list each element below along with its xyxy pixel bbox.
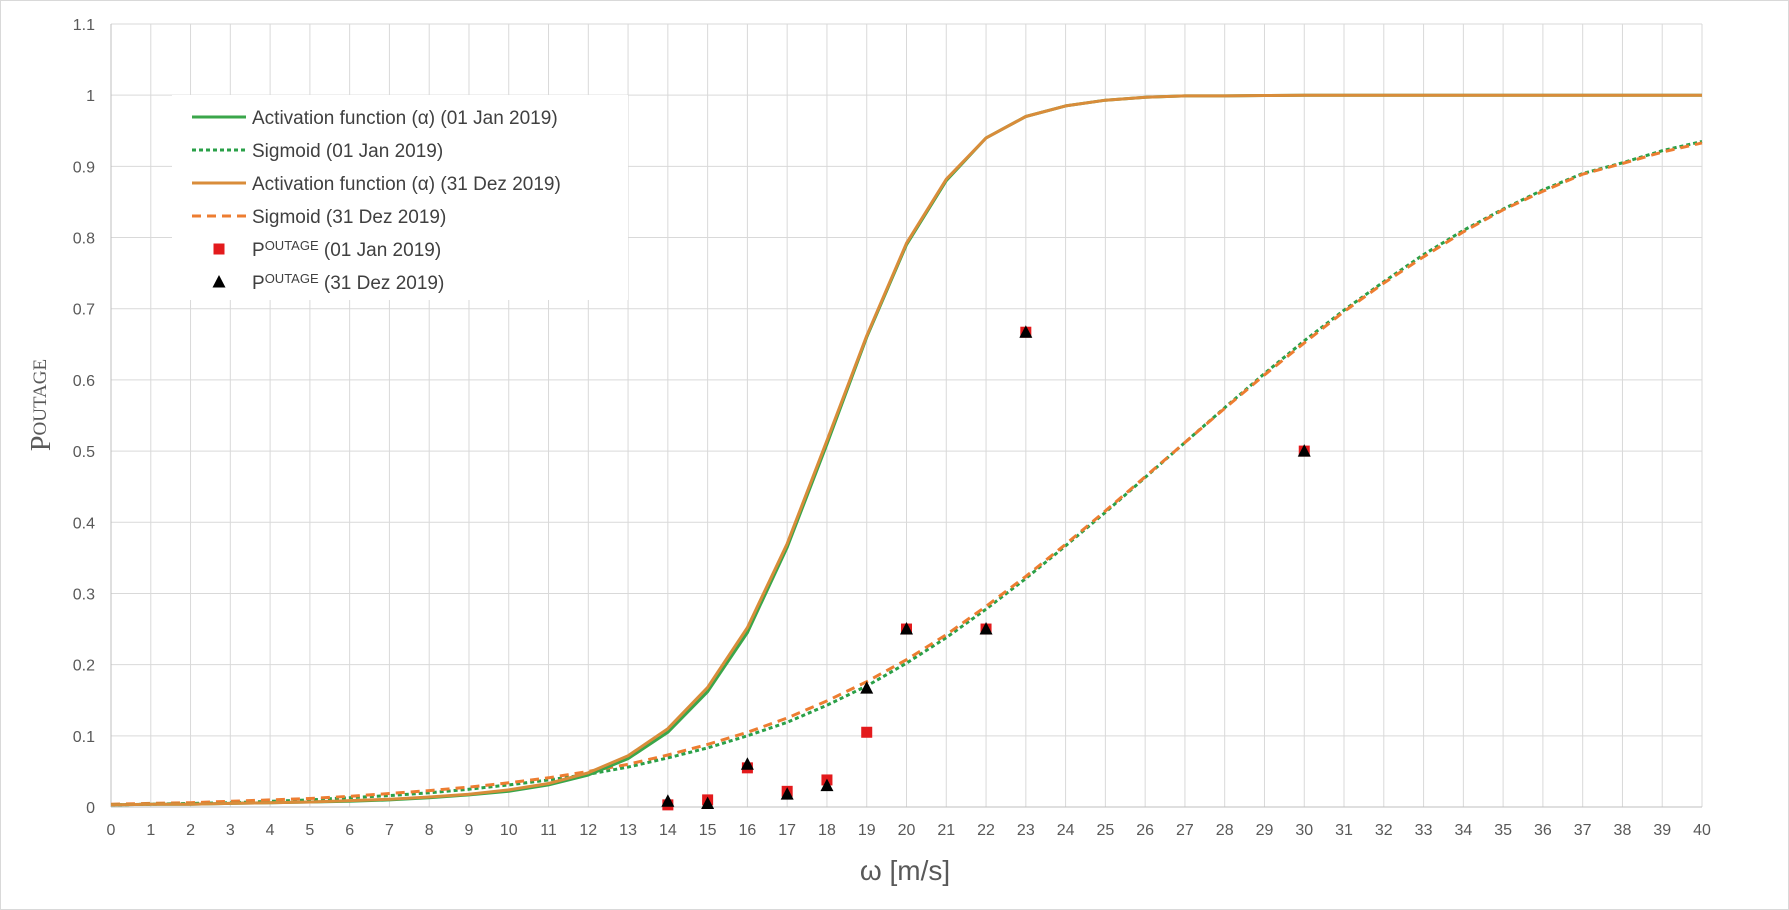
legend: Activation function (α) (01 Jan 2019) Sig… — [172, 95, 628, 300]
x-tick-label: 29 — [1256, 822, 1274, 839]
y-tick-label: 0.5 — [73, 444, 95, 461]
y-axis-label-super: OUTAGE — [30, 359, 51, 436]
y-tick-label: 0.2 — [73, 658, 95, 675]
x-tick-label: 39 — [1653, 822, 1671, 839]
x-tick-label: 28 — [1216, 822, 1234, 839]
data-point-triangle — [1019, 325, 1033, 338]
x-tick-label: 13 — [619, 822, 637, 839]
x-tick-label: 18 — [818, 822, 836, 839]
x-tick-label: 31 — [1335, 822, 1353, 839]
legend-item: Sigmoid (01 Jan 2019) — [192, 141, 443, 162]
series-line-sigmoid-01-jan-2019 — [110, 140, 1703, 807]
legend-label: Activation function (α) (31 Dez 2019) — [252, 174, 561, 195]
x-tick-label: 34 — [1454, 822, 1472, 839]
y-tick-label: 0.6 — [73, 373, 95, 390]
legend-item: Sigmoid (31 Dez 2019) — [192, 207, 446, 228]
x-tick-label: 20 — [898, 822, 916, 839]
y-tick-label: 0.7 — [73, 302, 95, 319]
x-tick-label: 21 — [937, 822, 955, 839]
legend-item: Activation function (α) (31 Dez 2019) — [192, 174, 561, 195]
y-axis-label: POUTAGE — [26, 359, 57, 451]
y-tick-label: 0.1 — [73, 729, 95, 746]
x-tick-label: 15 — [699, 822, 717, 839]
x-tick-label: 2 — [186, 822, 195, 839]
legend-label: Sigmoid (01 Jan 2019) — [252, 141, 443, 162]
x-tick-label: 16 — [739, 822, 757, 839]
legend-label: POUTAGE (31 Dez 2019) — [252, 271, 444, 294]
x-tick-label: 1 — [146, 822, 155, 839]
legend-item: POUTAGE (01 Jan 2019) — [213, 238, 441, 261]
y-tick-label: 0.8 — [73, 231, 95, 248]
legend-label: Activation function (α) (01 Jan 2019) — [252, 108, 558, 129]
data-point-triangle — [740, 757, 754, 770]
x-tick-label: 7 — [385, 822, 394, 839]
legend-background — [172, 95, 628, 300]
legend-label: POUTAGE (01 Jan 2019) — [252, 238, 441, 261]
x-tick-label: 12 — [579, 822, 597, 839]
x-tick-labels: 0 1 2 3 4 5 6 7 8 9 10 11 12 13 14 15 16 17 18 19 20 21 22 23 24… — [107, 822, 1711, 839]
x-axis-label: ω [m/s] — [860, 855, 950, 886]
x-tick-label: 24 — [1057, 822, 1075, 839]
x-tick-label: 26 — [1136, 822, 1154, 839]
series-line-sigmoid-31-dez-2019 — [110, 141, 1703, 806]
x-tick-label: 4 — [266, 822, 275, 839]
series-layer — [110, 93, 1703, 807]
x-tick-label: 33 — [1415, 822, 1433, 839]
x-tick-label: 19 — [858, 822, 876, 839]
y-tick-label: 0 — [86, 800, 95, 817]
y-tick-label: 1 — [86, 88, 95, 105]
legend-swatch — [212, 275, 226, 288]
x-tick-label: 40 — [1693, 822, 1711, 839]
x-tick-label: 5 — [305, 822, 314, 839]
series-line-activation-function-31-dez-2019 — [110, 93, 1702, 807]
x-tick-label: 35 — [1494, 822, 1512, 839]
x-tick-label: 36 — [1534, 822, 1552, 839]
data-point-triangle — [701, 796, 715, 809]
y-tick-label: 1.1 — [73, 17, 95, 34]
x-tick-label: 6 — [345, 822, 354, 839]
x-tick-label: 32 — [1375, 822, 1393, 839]
data-point-square — [861, 726, 873, 738]
legend-item: POUTAGE (31 Dez 2019) — [212, 271, 444, 294]
y-tick-label: 0.9 — [73, 159, 95, 176]
y-tick-labels: 0 0.1 0.2 0.3 0.4 0.5 0.6 0.7 0.8 0.9 1 1.1 — [73, 17, 95, 817]
data-point-triangle — [979, 622, 993, 635]
x-tick-label: 25 — [1096, 822, 1114, 839]
x-tick-label: 22 — [977, 822, 995, 839]
x-tick-label: 14 — [659, 822, 677, 839]
x-tick-label: 9 — [465, 822, 474, 839]
marker-layer — [661, 325, 1311, 811]
y-tick-label: 0.3 — [73, 586, 95, 603]
y-axis-label-main: P — [26, 436, 57, 452]
x-tick-label: 23 — [1017, 822, 1035, 839]
legend-item: Activation function (α) (01 Jan 2019) — [192, 108, 558, 129]
data-point-triangle — [780, 787, 794, 800]
x-tick-label: 27 — [1176, 822, 1194, 839]
x-tick-label: 8 — [425, 822, 434, 839]
x-tick-label: 0 — [107, 822, 116, 839]
x-tick-label: 38 — [1614, 822, 1632, 839]
y-tick-label: 0.4 — [73, 515, 95, 532]
data-point-triangle — [820, 778, 834, 792]
x-tick-label: 3 — [226, 822, 235, 839]
legend-label: Sigmoid (31 Dez 2019) — [252, 207, 446, 228]
x-tick-label: 30 — [1295, 822, 1313, 839]
legend-swatch — [213, 243, 225, 255]
svg-text:POUTAGE: POUTAGE — [26, 359, 57, 451]
data-point-triangle — [860, 681, 874, 694]
data-point-triangle — [900, 622, 913, 635]
data-point-triangle — [1297, 444, 1311, 457]
data-point-triangle — [661, 794, 675, 807]
x-tick-label: 11 — [540, 822, 557, 839]
x-tick-label: 17 — [778, 822, 796, 839]
x-tick-label: 10 — [500, 822, 518, 839]
x-tick-label: 37 — [1574, 822, 1592, 839]
